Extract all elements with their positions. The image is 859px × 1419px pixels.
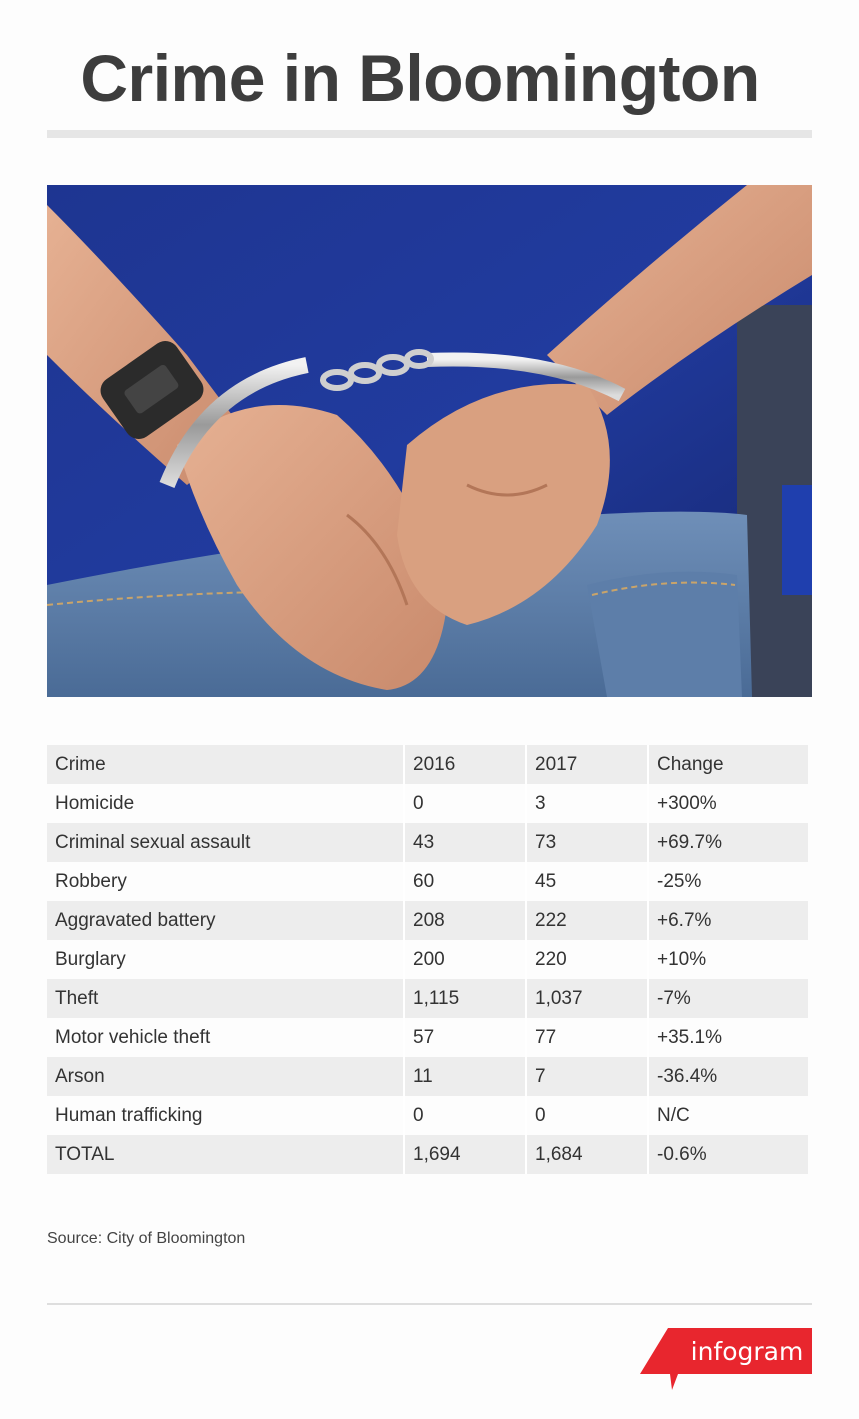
- table-row: Criminal sexual assault 43 73 +69.7%: [47, 823, 808, 862]
- crime-cell: Homicide: [47, 784, 405, 823]
- value-2016-cell: 57: [405, 1018, 527, 1057]
- change-cell: -25%: [649, 862, 808, 901]
- value-2016-cell: 208: [405, 901, 527, 940]
- crime-cell: Robbery: [47, 862, 405, 901]
- value-2017-cell: 45: [527, 862, 649, 901]
- infogram-logo-link[interactable]: infogram: [640, 1328, 812, 1390]
- infogram-flag-icon: [640, 1328, 812, 1390]
- change-cell: +69.7%: [649, 823, 808, 862]
- value-2016-cell: 200: [405, 940, 527, 979]
- value-2016-cell: 60: [405, 862, 527, 901]
- change-cell: -7%: [649, 979, 808, 1018]
- table-row: Human trafficking 0 0 N/C: [47, 1096, 808, 1135]
- crime-cell: TOTAL: [47, 1135, 405, 1174]
- value-2016-cell: 0: [405, 1096, 527, 1135]
- change-cell: -36.4%: [649, 1057, 808, 1096]
- table-total-row: TOTAL 1,694 1,684 -0.6%: [47, 1135, 808, 1174]
- photo-illustration: [47, 185, 812, 697]
- value-2017-cell: 1,684: [527, 1135, 649, 1174]
- value-2017-cell: 222: [527, 901, 649, 940]
- table-row: Arson 11 7 -36.4%: [47, 1057, 808, 1096]
- column-header-2016: 2016: [405, 745, 527, 784]
- value-2017-cell: 7: [527, 1057, 649, 1096]
- value-2016-cell: 1,115: [405, 979, 527, 1018]
- value-2017-cell: 3: [527, 784, 649, 823]
- value-2017-cell: 0: [527, 1096, 649, 1135]
- change-cell: -0.6%: [649, 1135, 808, 1174]
- value-2017-cell: 77: [527, 1018, 649, 1057]
- column-header-crime: Crime: [47, 745, 405, 784]
- source-note: Source: City of Bloomington: [47, 1230, 246, 1247]
- crime-cell: Theft: [47, 979, 405, 1018]
- value-2016-cell: 11: [405, 1057, 527, 1096]
- value-2017-cell: 73: [527, 823, 649, 862]
- table-row: Motor vehicle theft 57 77 +35.1%: [47, 1018, 808, 1057]
- crime-cell: Criminal sexual assault: [47, 823, 405, 862]
- crime-cell: Arson: [47, 1057, 405, 1096]
- table-row: Aggravated battery 208 222 +6.7%: [47, 901, 808, 940]
- crime-cell: Human trafficking: [47, 1096, 405, 1135]
- crime-cell: Motor vehicle theft: [47, 1018, 405, 1057]
- change-cell: N/C: [649, 1096, 808, 1135]
- table-row: Robbery 60 45 -25%: [47, 862, 808, 901]
- table-row: Theft 1,115 1,037 -7%: [47, 979, 808, 1018]
- table-row: Homicide 0 3 +300%: [47, 784, 808, 823]
- brand-name: infogram: [690, 1337, 804, 1366]
- title-divider: [47, 130, 812, 138]
- crime-table: Crime 2016 2017 Change Homicide 0 3 +300…: [47, 745, 808, 1174]
- change-cell: +35.1%: [649, 1018, 808, 1057]
- value-2017-cell: 1,037: [527, 979, 649, 1018]
- change-cell: +300%: [649, 784, 808, 823]
- column-header-2017: 2017: [527, 745, 649, 784]
- table-row: Burglary 200 220 +10%: [47, 940, 808, 979]
- crime-cell: Burglary: [47, 940, 405, 979]
- handcuffed-hands-photo: [47, 185, 812, 697]
- footer-divider: [47, 1303, 812, 1305]
- crime-cell: Aggravated battery: [47, 901, 405, 940]
- change-cell: +10%: [649, 940, 808, 979]
- page-title: Crime in Bloomington: [80, 41, 760, 115]
- value-2016-cell: 0: [405, 784, 527, 823]
- value-2017-cell: 220: [527, 940, 649, 979]
- value-2016-cell: 1,694: [405, 1135, 527, 1174]
- change-cell: +6.7%: [649, 901, 808, 940]
- value-2016-cell: 43: [405, 823, 527, 862]
- table-header-row: Crime 2016 2017 Change: [47, 745, 808, 784]
- column-header-change: Change: [649, 745, 808, 784]
